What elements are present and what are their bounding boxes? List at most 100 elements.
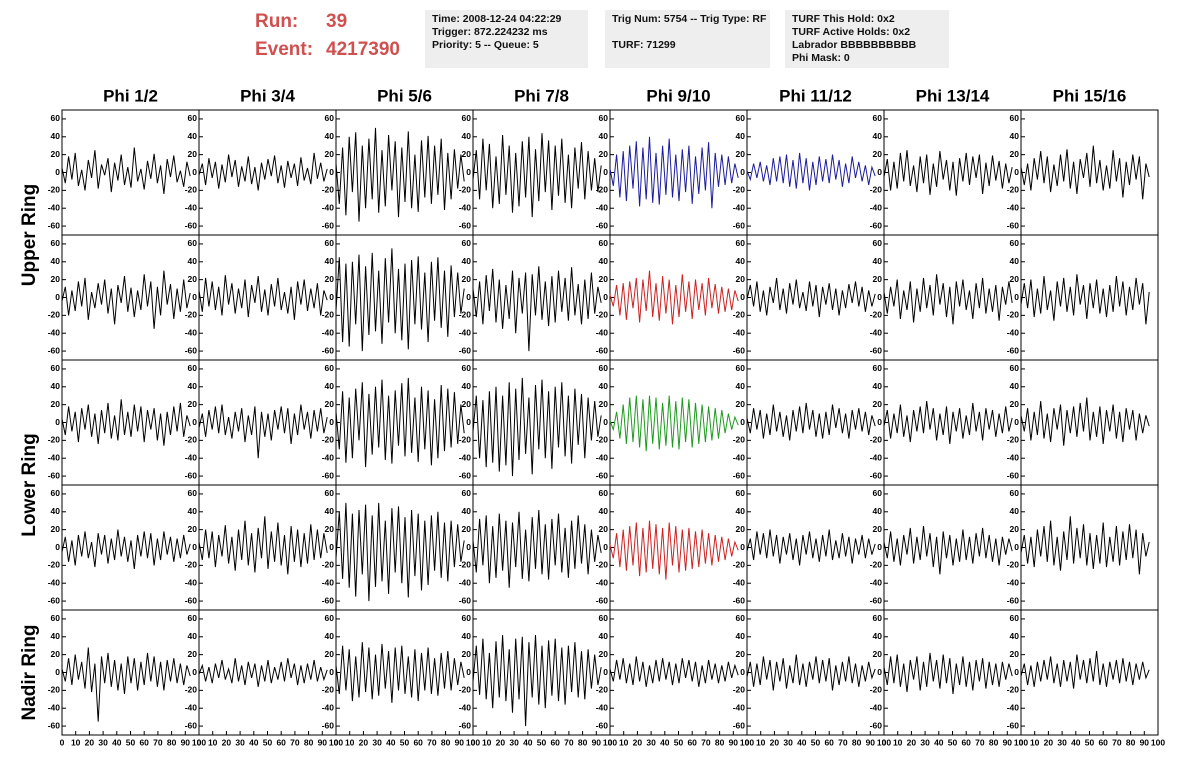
y-tick-label: 60 [51,613,61,623]
x-tick-label: 100 [740,737,754,747]
y-tick-label: -60 [185,470,198,480]
x-tick-label: 30 [920,737,930,747]
x-tick-label: 20 [1044,737,1054,747]
y-tick-label: 40 [51,381,61,391]
y-tick-label: 20 [1010,149,1020,159]
x-tick-label: 0 [197,737,202,747]
y-tick-label: -60 [322,345,335,355]
waveform [61,399,191,446]
x-tick-label: 80 [715,737,725,747]
y-tick-label: 0 [877,167,882,177]
y-tick-label: 40 [51,506,61,516]
y-tick-label: 40 [462,381,472,391]
y-tick-label: -40 [48,452,61,462]
y-tick-label: -20 [733,185,746,195]
x-tick-label: 40 [797,737,807,747]
y-tick-label: 20 [736,649,746,659]
x-tick-label: 70 [290,737,300,747]
x-tick-label: 40 [523,737,533,747]
y-tick-label: -60 [48,595,61,605]
panel-frame [883,484,1022,611]
y-tick-label: 20 [51,524,61,534]
waveform [472,509,602,588]
y-tick-label: 40 [736,631,746,641]
y-tick-label: -20 [322,310,335,320]
waveform [609,270,739,325]
x-tick-label: 60 [961,737,971,747]
y-tick-label: -60 [596,595,609,605]
y-tick-label: 0 [1014,292,1019,302]
y-tick-label: -60 [1007,345,1020,355]
y-tick-label: -60 [733,720,746,730]
y-tick-label: 40 [188,631,198,641]
x-tick-label: 30 [235,737,245,747]
y-tick-label: 40 [873,506,883,516]
run-label: Run: [255,11,298,32]
y-tick-label: -40 [596,577,609,587]
x-tick-label: 60 [550,737,560,747]
panel-frame [472,359,611,486]
panel-frame [335,484,474,611]
y-tick-label: 40 [325,131,335,141]
y-tick-label: -40 [185,702,198,712]
x-tick-label: 70 [153,737,163,747]
y-tick-label: -20 [459,560,472,570]
y-tick-label: 40 [873,631,883,641]
y-tick-label: -40 [870,452,883,462]
column-header: Phi 5/6 [377,86,432,105]
y-tick-label: 20 [462,649,472,659]
y-tick-label: -60 [322,720,335,730]
y-tick-label: 60 [462,488,472,498]
y-tick-label: -40 [459,202,472,212]
x-tick-label: 10 [345,737,355,747]
x-tick-label: 100 [466,737,480,747]
y-tick-label: 40 [1010,256,1020,266]
y-tick-label: -60 [185,720,198,730]
x-tick-label: 50 [263,737,273,747]
y-tick-label: 60 [188,488,198,498]
waveform [335,377,465,468]
x-tick-label: 60 [1098,737,1108,747]
waveform [883,274,1013,325]
x-tick-label: 80 [852,737,862,747]
waveform [61,647,191,722]
y-tick-label: -60 [322,470,335,480]
y-tick-label: -20 [48,685,61,695]
panel-frame [472,609,611,736]
x-tick-label: 100 [603,737,617,747]
y-tick-label: 60 [1010,113,1020,123]
y-tick-label: -20 [733,560,746,570]
y-tick-label: 0 [55,667,60,677]
x-tick-label: 0 [882,737,887,747]
y-tick-label: 0 [740,167,745,177]
y-tick-label: 20 [51,649,61,659]
y-tick-label: -60 [459,220,472,230]
x-tick-label: 10 [208,737,218,747]
y-tick-label: -20 [185,310,198,320]
waveform [198,516,328,575]
y-tick-label: 0 [192,417,197,427]
y-tick-label: 0 [55,542,60,552]
y-tick-label: 60 [599,113,609,123]
y-tick-label: 40 [599,256,609,266]
y-tick-label: -40 [1007,327,1020,337]
y-tick-label: -60 [459,345,472,355]
y-tick-label: 60 [462,613,472,623]
y-tick-label: 20 [873,149,883,159]
y-tick-label: -60 [596,220,609,230]
waveform [472,133,602,218]
y-tick-label: 60 [873,238,883,248]
y-tick-label: -40 [870,327,883,337]
y-tick-label: 40 [599,381,609,391]
x-tick-label: 40 [249,737,259,747]
y-tick-label: 20 [1010,524,1020,534]
x-tick-label: 50 [811,737,821,747]
y-tick-label: -40 [459,577,472,587]
waveform [746,152,876,191]
y-tick-label: 0 [877,667,882,677]
y-tick-label: 60 [599,613,609,623]
y-tick-label: -60 [870,345,883,355]
x-tick-label: 60 [276,737,286,747]
x-tick-label: 40 [1071,737,1081,747]
